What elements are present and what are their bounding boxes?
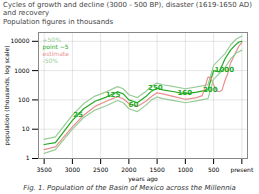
svg-text:60: 60 — [129, 101, 139, 109]
svg-text:years ago: years ago — [128, 175, 158, 183]
svg-text:10000: 10000 — [10, 37, 29, 44]
svg-text:present: present — [230, 166, 253, 174]
html-text:Cycles of growth and decline (: Cycles of growth and decline (3000 - 500… — [3, 1, 252, 17]
svg-text:-50%: -50% — [43, 57, 59, 64]
svg-text:1500: 1500 — [149, 166, 164, 173]
svg-text:+50%: +50% — [43, 36, 62, 43]
svg-text:3000: 3000 — [65, 166, 80, 173]
svg-text:250: 250 — [148, 84, 163, 92]
html-text:Fig. 1. Population of the Basi: Fig. 1. Population of the Basin of Mexic… — [23, 184, 236, 193]
svg-text:1000: 1000 — [215, 66, 235, 74]
svg-text:1: 1 — [26, 155, 30, 162]
svg-text:point ~5: point ~5 — [42, 42, 69, 50]
svg-text:10: 10 — [22, 125, 30, 132]
svg-text:500: 500 — [208, 166, 220, 173]
svg-text:100: 100 — [18, 96, 30, 103]
svg-text:1000: 1000 — [178, 166, 193, 173]
html-text:Population figures in thousand: Population figures in thousands — [3, 18, 114, 27]
svg-text:3500: 3500 — [37, 166, 52, 173]
svg-text:200: 200 — [203, 87, 218, 95]
svg-text:125: 125 — [106, 91, 121, 99]
svg-text:2000: 2000 — [121, 166, 136, 173]
svg-text:1000: 1000 — [14, 67, 29, 74]
svg-text:estimate: estimate — [43, 50, 70, 57]
svg-text:25: 25 — [73, 111, 83, 119]
svg-text:160: 160 — [177, 90, 192, 98]
svg-text:population (thousands, log sca: population (thousands, log scale) — [3, 46, 11, 146]
svg-text:2500: 2500 — [93, 166, 108, 173]
